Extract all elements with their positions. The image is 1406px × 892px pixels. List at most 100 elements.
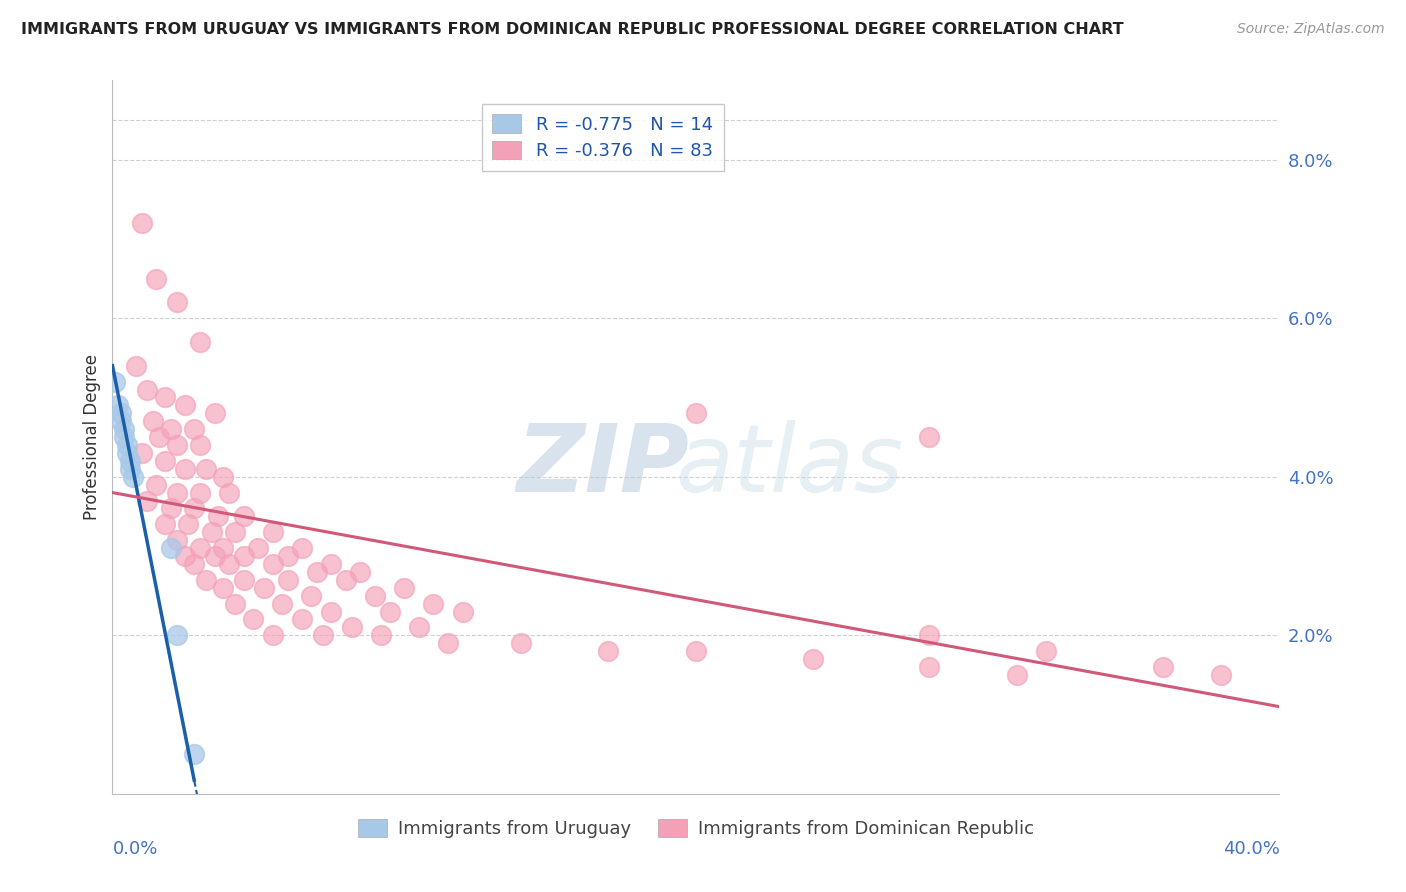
Point: [232, 549, 254, 563]
Point: [232, 573, 254, 587]
Point: [207, 509, 229, 524]
Point: [145, 271, 167, 285]
Point: [142, 414, 165, 428]
Text: Source: ZipAtlas.com: Source: ZipAtlas.com: [1237, 22, 1385, 37]
Point: [153, 454, 176, 468]
Point: [201, 525, 224, 540]
Point: [394, 581, 416, 595]
Point: [232, 509, 254, 524]
Text: ZIP: ZIP: [516, 419, 689, 512]
Point: [125, 359, 148, 373]
Point: [115, 446, 138, 460]
Point: [335, 573, 357, 587]
Point: [305, 565, 328, 579]
Point: [598, 644, 620, 658]
Point: [194, 573, 217, 587]
Point: [291, 612, 314, 626]
Point: [160, 541, 183, 555]
Point: [918, 660, 941, 674]
Point: [253, 581, 276, 595]
Point: [321, 557, 343, 571]
Point: [177, 517, 200, 532]
Point: [685, 644, 707, 658]
Point: [422, 597, 444, 611]
Point: [188, 485, 211, 500]
Point: [1209, 668, 1232, 682]
Text: 0.0%: 0.0%: [112, 840, 157, 858]
Point: [451, 605, 474, 619]
Point: [110, 406, 132, 420]
Point: [247, 541, 270, 555]
Point: [685, 406, 707, 420]
Point: [291, 541, 314, 555]
Point: [204, 406, 226, 420]
Point: [1035, 644, 1057, 658]
Point: [262, 525, 284, 540]
Point: [166, 295, 188, 310]
Point: [166, 628, 188, 642]
Text: 40.0%: 40.0%: [1223, 840, 1279, 858]
Point: [166, 485, 188, 500]
Point: [408, 620, 430, 634]
Point: [299, 589, 322, 603]
Point: [218, 485, 240, 500]
Point: [276, 549, 298, 563]
Text: IMMIGRANTS FROM URUGUAY VS IMMIGRANTS FROM DOMINICAN REPUBLIC PROFESSIONAL DEGRE: IMMIGRANTS FROM URUGUAY VS IMMIGRANTS FR…: [21, 22, 1123, 37]
Point: [918, 430, 941, 444]
Point: [212, 581, 235, 595]
Point: [204, 549, 226, 563]
Point: [131, 446, 153, 460]
Point: [118, 454, 141, 468]
Point: [166, 533, 188, 548]
Point: [218, 557, 240, 571]
Point: [262, 628, 284, 642]
Point: [112, 430, 135, 444]
Point: [188, 541, 211, 555]
Legend: Immigrants from Uruguay, Immigrants from Dominican Republic: Immigrants from Uruguay, Immigrants from…: [352, 812, 1040, 846]
Point: [107, 398, 129, 412]
Point: [918, 628, 941, 642]
Point: [364, 589, 387, 603]
Point: [136, 383, 159, 397]
Point: [509, 636, 531, 650]
Point: [188, 334, 211, 349]
Point: [437, 636, 460, 650]
Point: [340, 620, 363, 634]
Point: [183, 501, 205, 516]
Point: [118, 462, 141, 476]
Point: [153, 391, 176, 405]
Point: [270, 597, 292, 611]
Point: [122, 469, 145, 483]
Point: [153, 517, 176, 532]
Point: [212, 541, 235, 555]
Point: [131, 216, 153, 230]
Point: [242, 612, 264, 626]
Point: [136, 493, 159, 508]
Point: [160, 422, 183, 436]
Point: [112, 422, 135, 436]
Point: [321, 605, 343, 619]
Point: [311, 628, 333, 642]
Text: atlas: atlas: [675, 420, 904, 511]
Point: [183, 422, 205, 436]
Point: [801, 652, 824, 666]
Point: [370, 628, 392, 642]
Point: [212, 469, 235, 483]
Point: [115, 438, 138, 452]
Point: [183, 557, 205, 571]
Point: [166, 438, 188, 452]
Point: [145, 477, 167, 491]
Point: [188, 438, 211, 452]
Point: [276, 573, 298, 587]
Point: [224, 597, 246, 611]
Y-axis label: Professional Degree: Professional Degree: [83, 354, 101, 520]
Point: [378, 605, 401, 619]
Point: [262, 557, 284, 571]
Point: [183, 747, 205, 762]
Point: [110, 414, 132, 428]
Point: [174, 462, 197, 476]
Point: [174, 398, 197, 412]
Point: [148, 430, 170, 444]
Point: [174, 549, 197, 563]
Point: [1152, 660, 1174, 674]
